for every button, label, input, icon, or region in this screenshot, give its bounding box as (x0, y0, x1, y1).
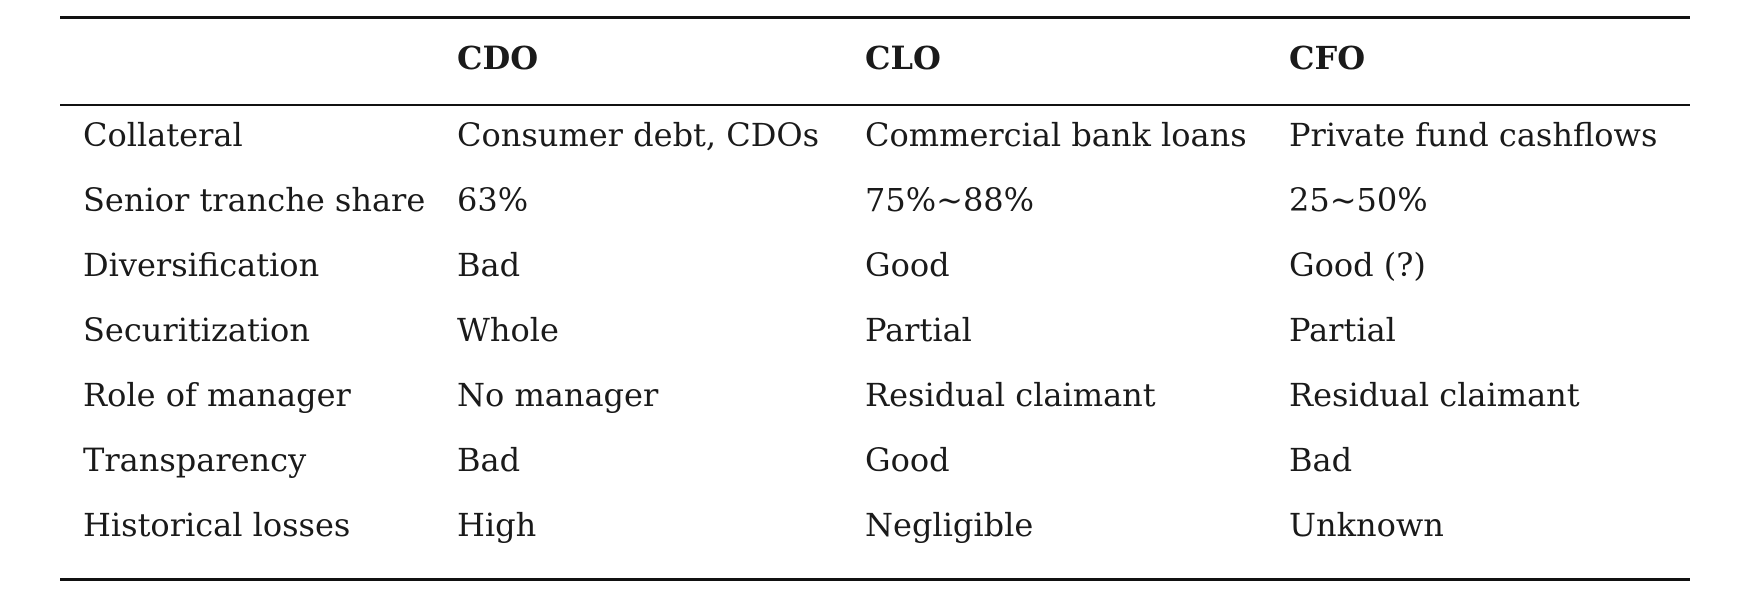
cell-clo-senior-tranche-share: 75%~88% (865, 181, 1035, 219)
header-clo: CLO (865, 39, 941, 77)
cell-cdo-securitization: Whole (457, 311, 559, 349)
cell-cfo-role-of-manager: Residual claimant (1289, 376, 1580, 414)
cell-clo-role-of-manager: Residual claimant (865, 376, 1156, 414)
cell-cfo-transparency: Bad (1289, 441, 1353, 479)
row-label-role-of-manager: Role of manager (83, 376, 351, 414)
cell-clo-transparency: Good (865, 441, 950, 479)
cell-cdo-collateral: Consumer debt, CDOs (457, 116, 820, 154)
header-cfo: CFO (1289, 39, 1366, 77)
cell-cdo-role-of-manager: No manager (457, 376, 659, 414)
top-rule (60, 16, 1690, 19)
cell-clo-diversification: Good (865, 246, 950, 284)
cell-clo-historical-losses: Negligible (865, 506, 1034, 544)
row-label-securitization: Securitization (83, 311, 310, 349)
cell-cdo-senior-tranche-share: 63% (457, 181, 529, 219)
cell-cfo-securitization: Partial (1289, 311, 1396, 349)
cell-cdo-transparency: Bad (457, 441, 521, 479)
cell-cdo-historical-losses: High (457, 506, 537, 544)
cell-cdo-diversification: Bad (457, 246, 521, 284)
row-label-historical-losses: Historical losses (83, 506, 351, 544)
bottom-rule (60, 578, 1690, 581)
header-rule (60, 104, 1690, 106)
row-label-collateral: Collateral (83, 116, 243, 154)
row-label-diversification: Diversification (83, 246, 320, 284)
header-cdo: CDO (457, 39, 539, 77)
row-label-transparency: Transparency (83, 441, 307, 479)
cell-cfo-collateral: Private fund cashflows (1289, 116, 1658, 154)
cell-clo-collateral: Commercial bank loans (865, 116, 1247, 154)
cell-clo-securitization: Partial (865, 311, 972, 349)
row-label-senior-tranche-share: Senior tranche share (83, 181, 426, 219)
cell-cfo-historical-losses: Unknown (1289, 506, 1444, 544)
cell-cfo-senior-tranche-share: 25~50% (1289, 181, 1428, 219)
cell-cfo-diversification: Good (?) (1289, 246, 1426, 284)
